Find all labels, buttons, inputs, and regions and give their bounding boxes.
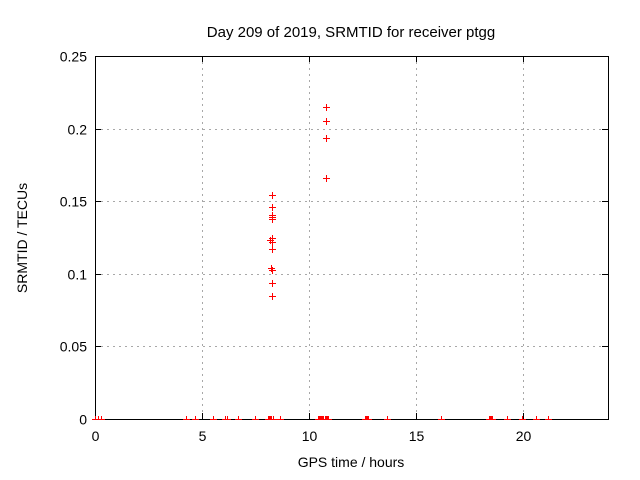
data-point-marker xyxy=(269,204,276,211)
data-point-marker xyxy=(183,416,190,420)
data-point-marker xyxy=(323,104,330,111)
data-point-marker xyxy=(323,175,330,182)
data-point-marker xyxy=(533,416,540,420)
data-point-marker xyxy=(98,416,105,420)
tick-labels: 0 5 10 15 20 0 0.05 0.1 0.15 0.2 0.25 xyxy=(60,49,532,445)
axis-ticks xyxy=(95,56,608,420)
plot-border xyxy=(95,56,609,420)
data-point-marker xyxy=(269,239,276,246)
data-point-marker xyxy=(323,118,330,125)
data-point-marker xyxy=(545,416,552,420)
data-point-marker xyxy=(269,280,276,287)
y-tick-label: 0.15 xyxy=(60,194,87,210)
data-point-marker xyxy=(270,416,277,420)
x-tick-label: 10 xyxy=(302,428,318,444)
y-tick-label: 0.2 xyxy=(68,122,88,138)
x-axis-label: GPS time / hours xyxy=(298,454,405,470)
x-tick-label: 15 xyxy=(409,428,425,444)
chart-title: Day 209 of 2019, SRMTID for receiver ptg… xyxy=(207,24,495,41)
data-point-marker xyxy=(269,293,276,300)
data-point-marker xyxy=(210,416,217,420)
y-tick-label: 0.1 xyxy=(68,267,88,283)
y-tick-label: 0.25 xyxy=(60,49,87,65)
y-tick-label: 0.05 xyxy=(60,339,87,355)
data-point-marker xyxy=(269,246,276,253)
data-point-marker xyxy=(235,416,242,420)
data-point-marker xyxy=(192,416,199,420)
x-tick-label: 0 xyxy=(92,428,100,444)
x-tick-label: 20 xyxy=(516,428,532,444)
data-point-marker xyxy=(252,416,259,420)
gridlines xyxy=(95,56,608,419)
data-point-marker xyxy=(269,192,276,199)
data-point-marker xyxy=(438,416,445,420)
data-point-marker xyxy=(504,416,511,420)
data-point-marker xyxy=(365,416,372,420)
data-point-marker xyxy=(224,416,231,420)
data-point-marker xyxy=(323,135,330,142)
y-axis-label: SRMTID / TECUs xyxy=(14,183,30,293)
data-point-marker xyxy=(269,216,276,223)
data-point-marker xyxy=(277,416,284,420)
data-points xyxy=(92,104,552,420)
data-point-marker xyxy=(269,267,276,274)
y-tick-label: 0 xyxy=(79,412,87,428)
data-point-marker xyxy=(384,416,391,420)
x-tick-label: 5 xyxy=(199,428,207,444)
data-point-marker xyxy=(519,416,526,420)
data-point-marker xyxy=(489,416,496,420)
data-point-marker xyxy=(325,416,332,420)
